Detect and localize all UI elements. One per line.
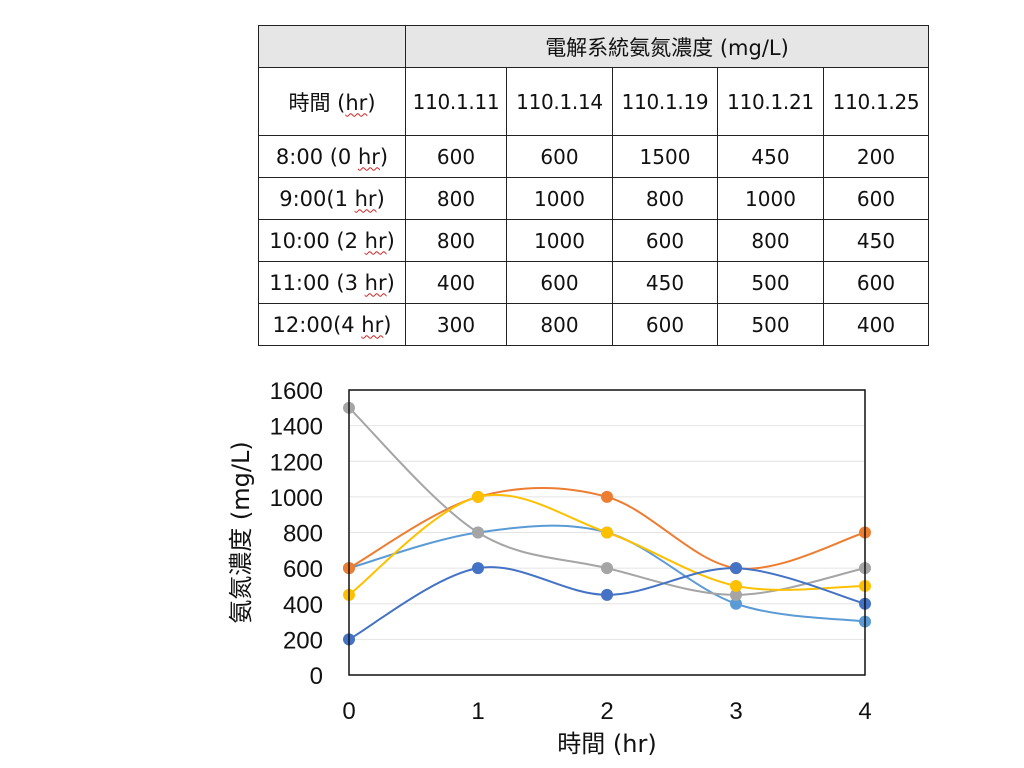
time-column-header: 時間 (hr) [258, 67, 406, 136]
value-cell: 600 [506, 261, 613, 304]
spellcheck-underline: hr [357, 144, 380, 169]
y-tick-label: 1600 [270, 378, 323, 405]
table-corner-cell [258, 25, 406, 68]
x-tick-label: 4 [858, 698, 871, 725]
value-cell: 800 [506, 303, 613, 346]
plot-area-border [348, 389, 866, 676]
data-point-110.1.25 [730, 562, 742, 575]
y-tick-label: 200 [283, 627, 323, 654]
value-cell: 600 [612, 219, 718, 262]
date-header: 110.1.21 [717, 67, 824, 136]
x-tick-label: 3 [729, 698, 742, 725]
table-row: 12:00(4 hr) 300 800 600 500 400 [258, 303, 930, 346]
data-point-110.1.19 [730, 588, 742, 601]
data-point-110.1.21 [472, 490, 484, 503]
value-cell: 600 [822, 261, 930, 304]
date-header: 110.1.19 [612, 67, 718, 136]
spellcheck-underline: hr [354, 186, 377, 211]
value-cell: 400 [822, 303, 930, 346]
y-tick-label: 1400 [270, 414, 323, 441]
y-tick-label: 600 [283, 556, 323, 583]
spellcheck-underline: hr [364, 270, 387, 295]
table-row: 11:00 (3 hr) 400 600 450 500 600 [258, 261, 930, 304]
data-point-110.1.21 [601, 526, 613, 539]
value-cell: 500 [717, 261, 824, 304]
value-cell: 500 [717, 303, 824, 346]
value-cell: 1000 [506, 219, 613, 262]
value-cell: 800 [405, 219, 507, 262]
value-cell: 400 [405, 261, 507, 304]
data-point-110.1.19 [601, 562, 613, 575]
value-cell: 1500 [612, 135, 718, 178]
x-tick-label: 0 [342, 698, 355, 725]
value-cell: 600 [822, 177, 930, 220]
value-cell: 600 [506, 135, 613, 178]
table-row: 10:00 (2 hr) 800 1000 600 800 450 [258, 219, 930, 262]
value-cell: 300 [405, 303, 507, 346]
x-tick-label: 2 [600, 698, 613, 725]
y-tick-label: 1200 [270, 449, 323, 476]
time-cell: 12:00(4 hr) [258, 303, 406, 346]
y-tick-label: 1000 [270, 485, 323, 512]
value-cell: 1000 [506, 177, 613, 220]
y-tick-label: 800 [283, 521, 323, 548]
table-header-row: 時間 (hr) 110.1.11 110.1.14 110.1.19 110.1… [258, 67, 930, 136]
value-cell: 800 [612, 177, 718, 220]
value-cell: 450 [612, 261, 718, 304]
date-header: 110.1.11 [405, 67, 507, 136]
concentration-table: 電解系統氨氮濃度 (mg/L) 時間 (hr) 110.1.11 110.1.1… [258, 25, 930, 346]
data-point-110.1.19 [472, 526, 484, 539]
x-axis-title: 時間 (hr) [557, 730, 656, 758]
y-tick-label: 400 [283, 592, 323, 619]
table-row: 9:00(1 hr) 800 1000 800 1000 600 [258, 177, 930, 220]
spellcheck-underline: hr [364, 228, 387, 253]
data-point-110.1.25 [472, 562, 484, 575]
value-cell: 600 [405, 135, 507, 178]
value-cell: 1000 [717, 177, 824, 220]
spellcheck-underline: hr [361, 312, 384, 337]
date-header: 110.1.14 [506, 67, 613, 136]
data-point-110.1.21 [730, 579, 742, 592]
series-line-110.1.25 [348, 566, 866, 641]
data-point-110.1.11 [730, 597, 742, 610]
time-cell: 9:00(1 hr) [258, 177, 406, 220]
data-point-110.1.25 [601, 588, 613, 601]
time-header-label: 時間 (hr) [288, 90, 376, 115]
value-cell: 450 [717, 135, 824, 178]
date-header: 110.1.25 [822, 67, 930, 136]
data-point-110.1.14 [601, 490, 613, 503]
time-cell: 10:00 (2 hr) [258, 219, 406, 262]
spellcheck-underline: hr [345, 90, 368, 115]
y-tick-label: 0 [310, 663, 323, 690]
y-axis-title: 氨氮濃度 (mg/L) [227, 441, 255, 623]
x-tick-label: 1 [471, 698, 484, 725]
time-cell: 8:00 (0 hr) [258, 135, 406, 178]
